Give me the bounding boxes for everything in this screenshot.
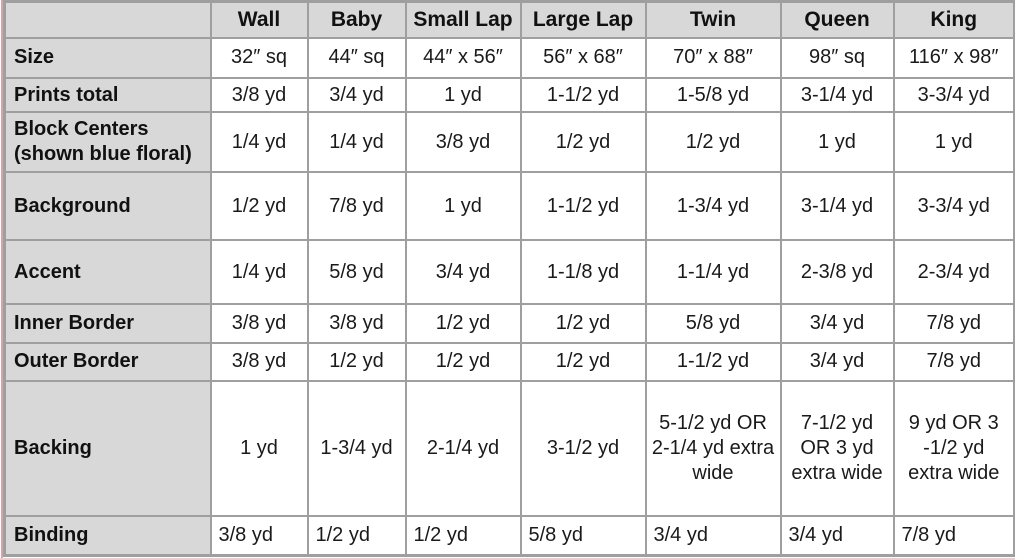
- column-header-small-lap: Small Lap: [404, 0, 522, 39]
- value-cell: 1/2 yd: [404, 515, 522, 557]
- table-row-backing: Backing 1 yd 1-3/4 yd 2-1/4 yd 3-1/2 yd …: [3, 380, 1015, 518]
- value-cell: 1/2 yd: [519, 111, 647, 174]
- row-label-binding: Binding: [3, 515, 212, 557]
- value-cell: 1/2 yd: [404, 341, 522, 383]
- quilt-yardage-table: Wall Baby Small Lap Large Lap Twin Queen…: [3, 0, 1015, 557]
- value-cell: 1-3/4 yd: [644, 171, 782, 241]
- value-cell: 1/2 yd: [209, 171, 309, 241]
- value-cell: 3/8 yd: [209, 341, 309, 383]
- value-cell: 1 yd: [779, 111, 895, 174]
- value-cell: 3/8 yd: [404, 111, 522, 174]
- value-cell: 2-3/4 yd: [892, 238, 1015, 306]
- table-row-block-centers: Block Centers (shown blue floral) 1/4 yd…: [3, 111, 1015, 174]
- table-row-inner-border: Inner Border 3/8 yd 3/8 yd 1/2 yd 1/2 yd…: [3, 303, 1015, 344]
- table-row-prints-total: Prints total 3/8 yd 3/4 yd 1 yd 1-1/2 yd…: [3, 76, 1015, 114]
- value-cell: 1 yd: [404, 76, 522, 114]
- value-cell: 3/4 yd: [779, 515, 895, 557]
- value-cell: 1/2 yd: [519, 341, 647, 383]
- value-cell: 3/4 yd: [779, 303, 895, 344]
- column-header-baby: Baby: [306, 0, 407, 39]
- value-cell: 1-1/2 yd: [519, 76, 647, 114]
- row-label-accent: Accent: [3, 238, 212, 306]
- value-cell: 1/2 yd: [644, 111, 782, 174]
- row-label-outer-border: Outer Border: [3, 341, 212, 383]
- value-cell: 3/4 yd: [779, 341, 895, 383]
- value-cell: 3/4 yd: [404, 238, 522, 306]
- value-cell: 98″ sq: [779, 36, 895, 79]
- value-cell: 1 yd: [209, 380, 309, 518]
- column-header-large-lap: Large Lap: [519, 0, 647, 39]
- value-cell: 3/8 yd: [209, 515, 309, 557]
- value-cell: 7/8 yd: [306, 171, 407, 241]
- column-header-wall: Wall: [209, 0, 309, 39]
- corner-cell: [3, 0, 212, 39]
- value-cell: 1/2 yd: [404, 303, 522, 344]
- header-row: Wall Baby Small Lap Large Lap Twin Queen…: [3, 0, 1015, 39]
- value-cell: 1-1/8 yd: [519, 238, 647, 306]
- value-cell: 3-3/4 yd: [892, 171, 1015, 241]
- value-cell: 1/2 yd: [306, 341, 407, 383]
- value-cell: 1/2 yd: [519, 303, 647, 344]
- value-cell: 1/4 yd: [209, 111, 309, 174]
- value-cell: 5/8 yd: [306, 238, 407, 306]
- column-header-king: King: [892, 0, 1015, 39]
- row-label-prints-total: Prints total: [3, 76, 212, 114]
- row-label-size: Size: [3, 36, 212, 79]
- value-cell: 70″ x 88″: [644, 36, 782, 79]
- value-cell: 7/8 yd: [892, 341, 1015, 383]
- value-cell: 44″ x 56″: [404, 36, 522, 79]
- value-cell: 7-1/2 yd OR 3 yd extra wide: [779, 380, 895, 518]
- value-cell: 1-1/2 yd: [519, 171, 647, 241]
- column-header-twin: Twin: [644, 0, 782, 39]
- row-label-inner-border: Inner Border: [3, 303, 212, 344]
- row-label-background: Background: [3, 171, 212, 241]
- table-row-outer-border: Outer Border 3/8 yd 1/2 yd 1/2 yd 1/2 yd…: [3, 341, 1015, 383]
- value-cell: 5/8 yd: [644, 303, 782, 344]
- value-cell: 9 yd OR 3 -1/2 yd extra wide: [892, 380, 1015, 518]
- value-cell: 3-1/2 yd: [519, 380, 647, 518]
- value-cell: 1-5/8 yd: [644, 76, 782, 114]
- value-cell: 2-1/4 yd: [404, 380, 522, 518]
- page-edge-bottom: [0, 558, 1015, 560]
- value-cell: 56″ x 68″: [519, 36, 647, 79]
- value-cell: 44″ sq: [306, 36, 407, 79]
- value-cell: 3/8 yd: [209, 76, 309, 114]
- value-cell: 3/8 yd: [306, 303, 407, 344]
- value-cell: 7/8 yd: [892, 303, 1015, 344]
- value-cell: 5/8 yd: [519, 515, 647, 557]
- value-cell: 1 yd: [404, 171, 522, 241]
- value-cell: 2-3/8 yd: [779, 238, 895, 306]
- table-row-binding: Binding 3/8 yd 1/2 yd 1/2 yd 5/8 yd 3/4 …: [3, 515, 1015, 557]
- page-edge-left: [1, 0, 3, 560]
- table-row-background: Background 1/2 yd 7/8 yd 1 yd 1-1/2 yd 1…: [3, 171, 1015, 241]
- value-cell: 3-3/4 yd: [892, 76, 1015, 114]
- value-cell: 32″ sq: [209, 36, 309, 79]
- value-cell: 3/8 yd: [209, 303, 309, 344]
- value-cell: 1 yd: [892, 111, 1015, 174]
- value-cell: 3-1/4 yd: [779, 76, 895, 114]
- value-cell: 3/4 yd: [306, 76, 407, 114]
- row-label-block-centers: Block Centers (shown blue floral): [3, 111, 212, 174]
- column-header-queen: Queen: [779, 0, 895, 39]
- value-cell: 7/8 yd: [892, 515, 1015, 557]
- table-row-size: Size 32″ sq 44″ sq 44″ x 56″ 56″ x 68″ 7…: [3, 36, 1015, 79]
- value-cell: 1-3/4 yd: [306, 380, 407, 518]
- value-cell: 1/4 yd: [306, 111, 407, 174]
- table-row-accent: Accent 1/4 yd 5/8 yd 3/4 yd 1-1/8 yd 1-1…: [3, 238, 1015, 306]
- value-cell: 116″ x 98″: [892, 36, 1015, 79]
- value-cell: 1-1/2 yd: [644, 341, 782, 383]
- value-cell: 1-1/4 yd: [644, 238, 782, 306]
- value-cell: 1/4 yd: [209, 238, 309, 306]
- row-label-backing: Backing: [3, 380, 212, 518]
- value-cell: 5-1/2 yd OR 2-1/4 yd extra wide: [644, 380, 782, 518]
- value-cell: 1/2 yd: [306, 515, 407, 557]
- value-cell: 3/4 yd: [644, 515, 782, 557]
- value-cell: 3-1/4 yd: [779, 171, 895, 241]
